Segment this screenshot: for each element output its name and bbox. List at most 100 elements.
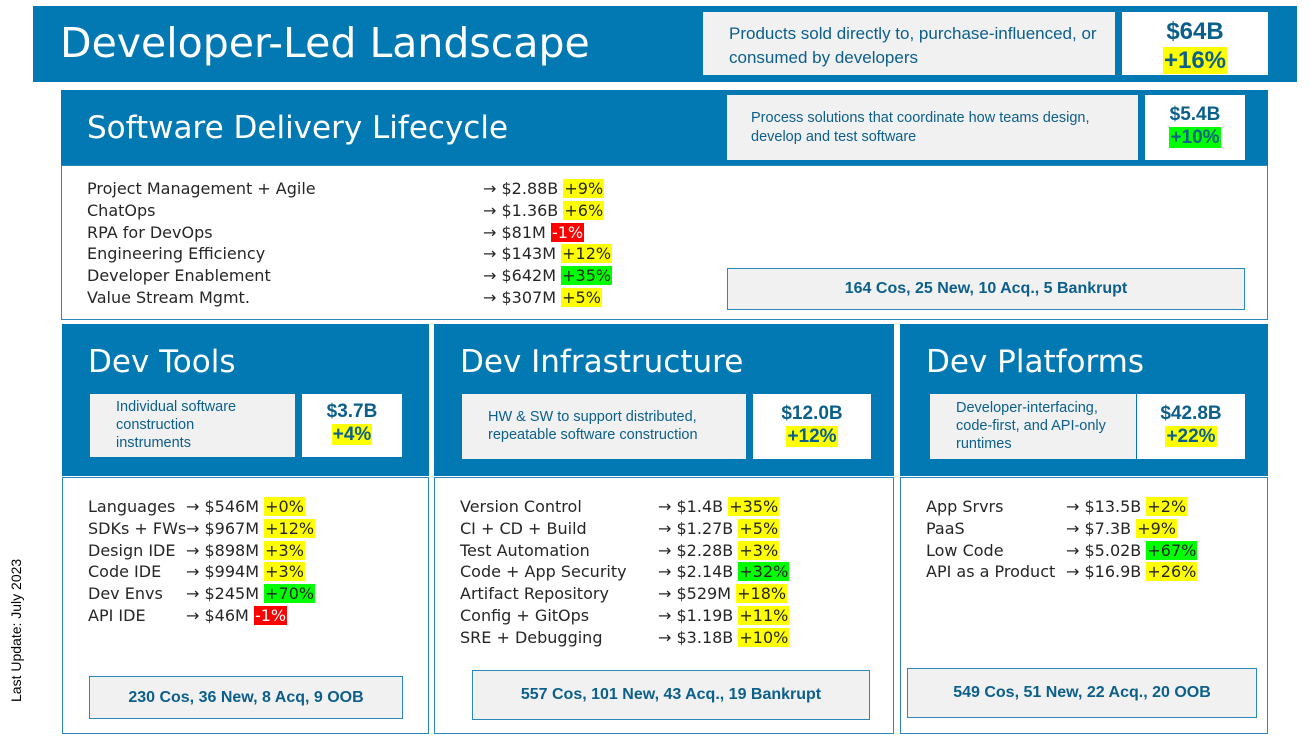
list-item-growth: +3% — [738, 540, 780, 560]
list-item-value: → $529M — [658, 584, 732, 604]
sdl-list: Project Management + Agile → $2.88B +9% C… — [87, 178, 647, 309]
list-item-label: Languages — [88, 497, 176, 516]
dev-infra-header: Dev Infrastructure HW & SW to support di… — [434, 324, 894, 476]
list-item: Value Stream Mgmt. → $307M +5% — [87, 287, 647, 309]
dev-platforms-description: Developer-interfacing, code-first, and A… — [930, 394, 1136, 459]
list-item: Version Control → $1.4B +35% — [460, 496, 880, 518]
list-item-label: ChatOps — [87, 200, 156, 220]
dev-tools-header: Dev Tools Individual software constructi… — [62, 324, 429, 476]
list-item-growth: +3% — [264, 562, 305, 582]
list-item-growth: -1% — [253, 605, 288, 625]
list-item: Code IDE → $994M +3% — [88, 561, 418, 583]
list-item-value: → $2.14B — [658, 562, 734, 582]
list-item-value: → $16.9B — [1066, 562, 1142, 582]
dev-tools-description-text: Individual software construction instrum… — [116, 399, 237, 451]
list-item-label: SRE + Debugging — [460, 627, 603, 647]
list-item: ChatOps → $1.36B +6% — [87, 200, 647, 222]
list-item: Low Code → $5.02B +67% — [926, 540, 1256, 562]
market-growth: +16% — [1162, 46, 1228, 74]
list-item-value: → $46M — [186, 605, 249, 625]
list-item-growth: +10% — [738, 627, 790, 647]
list-item-label: PaaS — [926, 518, 965, 538]
list-item-growth: +0% — [264, 497, 305, 516]
list-item-value: → $3.18B — [658, 627, 734, 647]
list-item: Languages → $546M +0% — [88, 496, 418, 518]
list-item: SRE + Debugging → $3.18B +10% — [460, 627, 880, 649]
sdl-description: Process solutions that coordinate how te… — [727, 95, 1138, 160]
market-description-text: Products sold directly to, purchase-infl… — [729, 24, 1097, 67]
list-item-growth: +12% — [561, 244, 613, 264]
dev-tools-growth: +4% — [331, 423, 373, 445]
list-item-label: Config + GitOps — [460, 605, 590, 625]
list-item-label: Version Control — [460, 497, 582, 516]
last-update-label: Last Update: July 2023 — [8, 558, 24, 702]
list-item-value: → $967M — [186, 518, 260, 538]
dev-tools-stats: 230 Cos, 36 New, 8 Acq, 9 OOB — [89, 676, 403, 719]
list-item-label: Engineering Efficiency — [87, 244, 266, 264]
list-item-growth: +70% — [264, 584, 316, 604]
sdl-size: $5.4B — [1169, 104, 1221, 125]
list-item: Engineering Efficiency → $143M +12% — [87, 243, 647, 265]
list-item-value: → $642M — [483, 266, 557, 286]
dev-platforms-growth: +22% — [1165, 425, 1217, 447]
page-title: Developer-Led Landscape — [60, 19, 590, 67]
list-item-growth: +11% — [738, 605, 790, 625]
list-item-label: App Srvrs — [926, 497, 1004, 516]
list-item-value: → $2.28B — [658, 540, 734, 560]
list-item-growth: +9% — [1136, 518, 1177, 538]
dev-platforms-panel: App Srvrs → $13.5B +2% PaaS → $7.3B +9% Lo… — [900, 477, 1268, 734]
list-item-label: Artifact Repository — [460, 584, 609, 604]
list-item-label: Low Code — [926, 540, 1004, 560]
list-item-value: → $143M — [483, 244, 557, 264]
dev-platforms-description-text: Developer-interfacing, code-first, and A… — [956, 400, 1106, 452]
list-item-growth: +67% — [1146, 540, 1198, 560]
list-item-growth: +32% — [738, 562, 790, 582]
dev-infra-description-text: HW & SW to support distributed, repeatab… — [488, 409, 698, 443]
dev-platforms-header: Dev Platforms Developer-interfacing, cod… — [900, 324, 1268, 476]
list-item-label: SDKs + FWs — [88, 518, 187, 538]
list-item-label: Project Management + Agile — [87, 179, 316, 198]
list-item-growth: +18% — [736, 584, 788, 604]
list-item: Developer Enablement → $642M +35% — [87, 265, 647, 287]
list-item-value: → $7.3B — [1066, 518, 1132, 538]
dev-infra-list: Version Control → $1.4B +35% CI + CD + Bu… — [460, 496, 880, 649]
dev-infra-description: HW & SW to support distributed, repeatab… — [462, 394, 746, 459]
list-item-label: Developer Enablement — [87, 266, 271, 286]
market-description: Products sold directly to, purchase-infl… — [703, 12, 1115, 75]
market-size-box: $64B +16% — [1122, 12, 1268, 75]
list-item-label: RPA for DevOps — [87, 222, 213, 242]
dev-infra-stats: 557 Cos, 101 New, 43 Acq., 19 Bankrupt — [472, 670, 870, 720]
dev-platforms-list: App Srvrs → $13.5B +2% PaaS → $7.3B +9% Lo… — [926, 496, 1256, 583]
sdl-description-text: Process solutions that coordinate how te… — [751, 110, 1090, 145]
list-item-growth: +6% — [563, 200, 605, 220]
list-item: Project Management + Agile → $2.88B +9% — [87, 178, 647, 200]
list-item: API as a Product → $16.9B +26% — [926, 561, 1256, 583]
list-item-label: Test Automation — [460, 540, 590, 560]
list-item-growth: +26% — [1146, 562, 1198, 582]
dev-infra-title: Dev Infrastructure — [460, 344, 744, 380]
list-item: Design IDE → $898M +3% — [88, 540, 418, 562]
list-item-growth: +5% — [561, 287, 602, 307]
dev-platforms-stats: 549 Cos, 51 New, 22 Acq., 20 OOB — [907, 668, 1257, 718]
list-item: RPA for DevOps → $81M -1% — [87, 222, 647, 244]
list-item-value: → $1.19B — [658, 605, 734, 625]
list-item-value: → $1.4B — [658, 497, 724, 516]
list-item-value: → $546M — [186, 497, 260, 516]
list-item-label: CI + CD + Build — [460, 518, 587, 538]
dev-tools-description: Individual software construction instrum… — [90, 394, 295, 457]
list-item: PaaS → $7.3B +9% — [926, 518, 1256, 540]
list-item-label: Dev Envs — [88, 584, 163, 604]
list-item: Artifact Repository → $529M +18% — [460, 583, 880, 605]
list-item-growth: +3% — [264, 540, 305, 560]
list-item-value: → $1.36B — [483, 200, 559, 220]
market-size: $64B — [1166, 18, 1224, 45]
dev-platforms-size-box: $42.8B +22% — [1137, 394, 1245, 459]
list-item-value: → $1.27B — [658, 518, 734, 538]
sdl-title: Software Delivery Lifecycle — [87, 110, 509, 146]
list-item: Dev Envs → $245M +70% — [88, 583, 418, 605]
list-item: Code + App Security → $2.14B +32% — [460, 561, 880, 583]
list-item-label: API IDE — [88, 605, 146, 625]
list-item-growth: +35% — [561, 266, 613, 286]
list-item: CI + CD + Build → $1.27B +5% — [460, 518, 880, 540]
list-item-growth: +5% — [738, 518, 780, 538]
